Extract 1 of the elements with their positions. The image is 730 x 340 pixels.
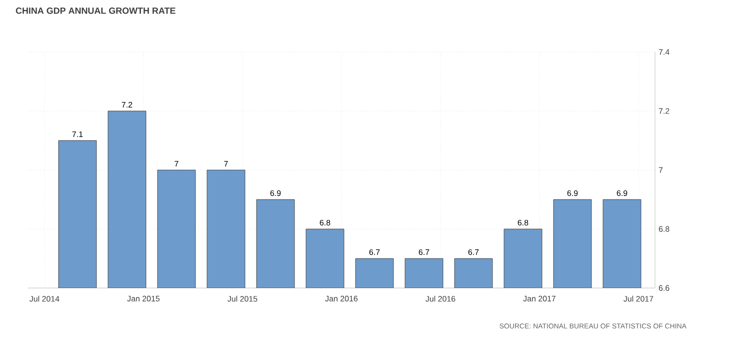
chart-title: CHINA GDP ANNUAL GROWTH RATE bbox=[16, 8, 176, 14]
